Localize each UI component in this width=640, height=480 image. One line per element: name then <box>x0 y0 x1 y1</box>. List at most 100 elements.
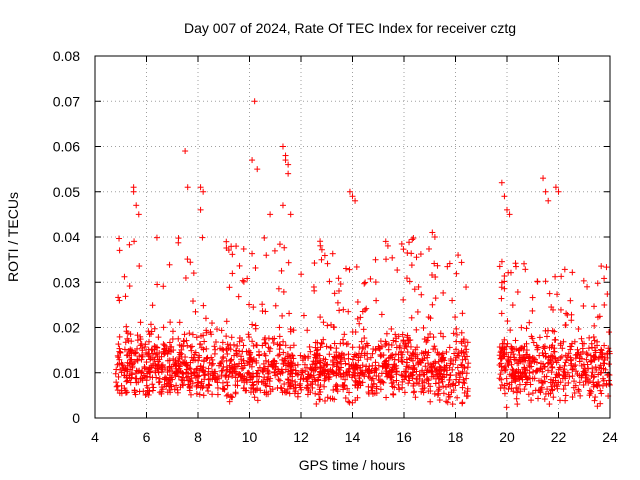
data-point <box>346 389 353 396</box>
data-point <box>275 285 282 292</box>
data-point <box>356 344 363 351</box>
data-point <box>180 343 187 350</box>
data-point <box>583 350 590 357</box>
data-point <box>195 379 202 386</box>
data-point <box>551 354 558 361</box>
data-point <box>352 197 359 204</box>
data-point <box>391 384 398 391</box>
data-point <box>310 367 317 374</box>
data-point <box>577 392 584 399</box>
data-point <box>130 360 137 367</box>
data-point <box>267 211 274 218</box>
data-point <box>579 345 586 352</box>
data-point <box>317 238 324 245</box>
data-point <box>600 377 607 384</box>
data-point <box>378 311 385 318</box>
data-point <box>404 332 411 339</box>
data-point <box>449 381 456 388</box>
data-point <box>531 358 538 365</box>
data-point <box>559 345 566 352</box>
data-point <box>450 330 457 337</box>
data-point <box>572 352 579 359</box>
data-point <box>573 368 580 375</box>
data-point <box>187 391 194 398</box>
data-point <box>419 356 426 363</box>
data-point <box>297 352 304 359</box>
data-point <box>420 350 427 357</box>
data-point <box>160 341 167 348</box>
data-point <box>274 341 281 348</box>
data-point <box>444 399 451 406</box>
data-point <box>513 384 520 391</box>
data-point <box>263 252 270 259</box>
x-tick-label: 14 <box>345 429 361 445</box>
data-point <box>317 388 324 395</box>
data-point <box>356 375 363 382</box>
data-point <box>143 391 150 398</box>
data-point <box>115 294 122 301</box>
data-point <box>186 365 193 372</box>
data-point <box>358 350 365 357</box>
data-point <box>227 342 234 349</box>
data-point <box>455 252 462 259</box>
data-point <box>549 386 556 393</box>
data-point <box>591 356 598 363</box>
data-point <box>231 352 238 359</box>
data-point <box>522 266 529 273</box>
data-point <box>361 371 368 378</box>
data-point <box>592 349 599 356</box>
data-point <box>556 397 563 404</box>
data-point <box>463 284 470 291</box>
data-point <box>552 273 559 280</box>
data-point <box>497 385 504 392</box>
data-point <box>550 394 557 401</box>
data-point <box>134 345 141 352</box>
data-point <box>598 263 605 270</box>
data-point <box>335 364 342 371</box>
data-point <box>301 361 308 368</box>
data-point <box>398 371 405 378</box>
data-point <box>498 363 505 370</box>
data-point <box>590 333 597 340</box>
data-point <box>118 361 125 368</box>
data-point <box>201 368 208 375</box>
data-point <box>305 353 312 360</box>
data-point <box>372 347 379 354</box>
data-point <box>158 353 165 360</box>
data-point <box>584 283 591 290</box>
data-point <box>173 365 180 372</box>
data-point <box>453 346 460 353</box>
data-point <box>272 365 279 372</box>
data-point <box>235 293 242 300</box>
data-point <box>136 353 143 360</box>
data-point <box>464 364 471 371</box>
data-point <box>439 350 446 357</box>
data-point <box>223 333 230 340</box>
data-point <box>435 379 442 386</box>
data-point <box>317 357 324 364</box>
data-point <box>212 368 219 375</box>
data-point <box>360 326 367 333</box>
data-point <box>407 370 414 377</box>
data-point <box>508 379 515 386</box>
data-point <box>555 357 562 364</box>
data-point <box>318 246 325 253</box>
data-point <box>224 379 231 386</box>
data-point <box>316 365 323 372</box>
data-point <box>200 358 207 365</box>
data-point <box>513 389 520 396</box>
data-point <box>187 344 194 351</box>
data-point <box>282 358 289 365</box>
x-axis-label: GPS time / hours <box>299 457 406 473</box>
data-point <box>366 374 373 381</box>
data-point <box>224 350 231 357</box>
data-point <box>514 360 521 367</box>
data-point <box>232 382 239 389</box>
data-point <box>193 334 200 341</box>
data-point <box>285 377 292 384</box>
data-point <box>166 261 173 268</box>
data-point <box>406 278 413 285</box>
data-point <box>501 336 508 343</box>
data-point <box>523 325 530 332</box>
data-point <box>506 211 513 218</box>
